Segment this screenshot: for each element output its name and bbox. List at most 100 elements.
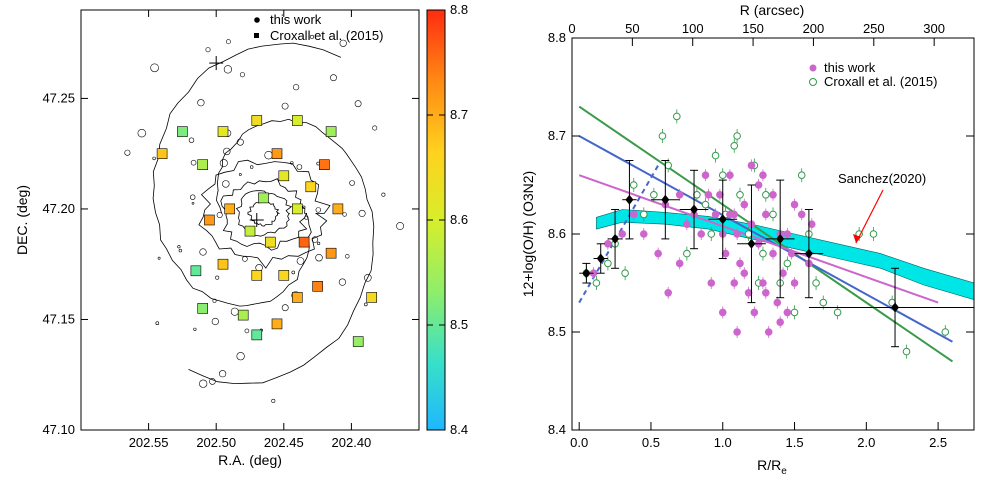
croxall-point <box>769 210 777 219</box>
this-work-point <box>639 230 648 238</box>
hii-region <box>251 329 263 341</box>
this-work-point <box>740 269 749 278</box>
contour-blob <box>150 63 159 73</box>
croxall-point <box>819 298 828 307</box>
contour-blob <box>242 256 248 262</box>
x-tick-label: 0.5 <box>642 435 660 450</box>
binned-point <box>661 194 670 205</box>
contour-blob <box>157 256 161 260</box>
croxall-point <box>902 347 911 356</box>
hii-region <box>278 269 290 281</box>
this-work-point <box>697 230 706 238</box>
contour-blob <box>315 254 323 262</box>
plot-top-label: R (arcsec) <box>740 2 805 18</box>
this-work-point <box>707 279 716 287</box>
fit-lines <box>578 105 954 363</box>
contour-blob <box>197 99 205 107</box>
contour-blob <box>330 74 337 82</box>
contour-blob <box>304 215 309 220</box>
this-work-point <box>618 230 627 238</box>
x-tick-label: 1.5 <box>785 435 803 450</box>
contour-ring <box>198 159 331 269</box>
croxall-point <box>869 230 878 238</box>
croxall-point <box>701 200 710 209</box>
contour-blob <box>216 212 223 219</box>
map-y-tick-label: 47.25 <box>42 90 75 105</box>
croxall-point <box>744 230 753 238</box>
map-x-tick-label: 202.55 <box>129 435 169 450</box>
contour-blob <box>230 307 239 316</box>
croxall-point <box>733 132 741 140</box>
croxall-point <box>629 181 638 189</box>
map-y-tick-label: 47.15 <box>42 311 75 326</box>
colorbar-tick-label: 8.6 <box>450 212 468 227</box>
contour-blob <box>372 125 378 131</box>
contour-blob <box>236 138 244 146</box>
croxall-point <box>693 191 701 199</box>
croxall-point <box>833 308 842 317</box>
this-work-point <box>711 210 720 219</box>
croxall-point <box>639 210 648 219</box>
croxall-point <box>683 249 691 258</box>
this-work-point <box>683 220 691 228</box>
binned-point <box>611 233 620 244</box>
contour-blob <box>225 39 231 45</box>
croxall-point <box>730 142 739 150</box>
this-work-point <box>704 191 713 199</box>
contour-blob <box>291 270 296 275</box>
map-x-tick-label: 202.40 <box>332 435 372 450</box>
y-tick-label: 8.6 <box>548 226 566 241</box>
this-work-point <box>759 171 767 179</box>
this-work-point <box>776 318 784 327</box>
contour-blob <box>396 222 404 230</box>
legend-croxall: Croxall et al. (2015) <box>824 74 937 89</box>
contour-blob <box>193 327 197 331</box>
this-work-point <box>733 328 741 336</box>
colorbar-tick-label: 8.4 <box>450 422 468 437</box>
croxall-point <box>718 171 727 179</box>
contour-blob <box>188 137 195 143</box>
contour-blob <box>155 321 160 326</box>
croxall-point <box>759 249 767 258</box>
hii-region <box>352 336 364 347</box>
hii-region <box>305 181 317 193</box>
this-work-point <box>779 269 787 278</box>
this-work-point <box>744 289 753 297</box>
this-work-point <box>750 308 759 317</box>
y-tick-label: 8.4 <box>548 422 566 437</box>
contour-blob <box>363 273 372 282</box>
colorbar-tick-label: 8.5 <box>450 317 468 332</box>
y-tick-label: 8.5 <box>548 324 566 339</box>
cross-markers <box>209 56 264 227</box>
croxall-point <box>736 191 744 199</box>
contour-blob <box>152 156 156 161</box>
contour-blob <box>349 180 355 186</box>
croxall-point <box>941 328 950 336</box>
hii-region <box>177 126 188 137</box>
colorbar-tick-label: 8.8 <box>450 2 468 17</box>
contour-blob <box>250 165 254 169</box>
this-work-point <box>721 249 730 258</box>
binned-point <box>582 268 591 279</box>
galaxy-contours <box>124 34 404 403</box>
plot-x-label-text: R/R <box>757 457 781 473</box>
hii-region <box>332 203 344 215</box>
contour-blob <box>342 212 347 217</box>
legend-marker-pink <box>809 64 817 72</box>
croxall-point <box>812 279 820 287</box>
croxall-point <box>664 161 672 170</box>
contour-ring <box>247 199 281 227</box>
hii-region <box>217 126 229 137</box>
top-tick-label: 150 <box>742 21 764 36</box>
croxall-point <box>621 269 629 278</box>
contour-blob <box>209 378 216 385</box>
hii-region <box>271 148 283 159</box>
y-tick-label: 8.7 <box>548 128 566 143</box>
contour-blob <box>281 304 289 312</box>
this-work-point <box>759 279 767 287</box>
top-tick-label: 200 <box>803 21 825 36</box>
contour-blob <box>215 275 220 280</box>
contour-blob <box>191 202 195 205</box>
binned-point <box>596 253 605 264</box>
sanchez-annotation: Sanchez(2020) <box>838 171 926 244</box>
